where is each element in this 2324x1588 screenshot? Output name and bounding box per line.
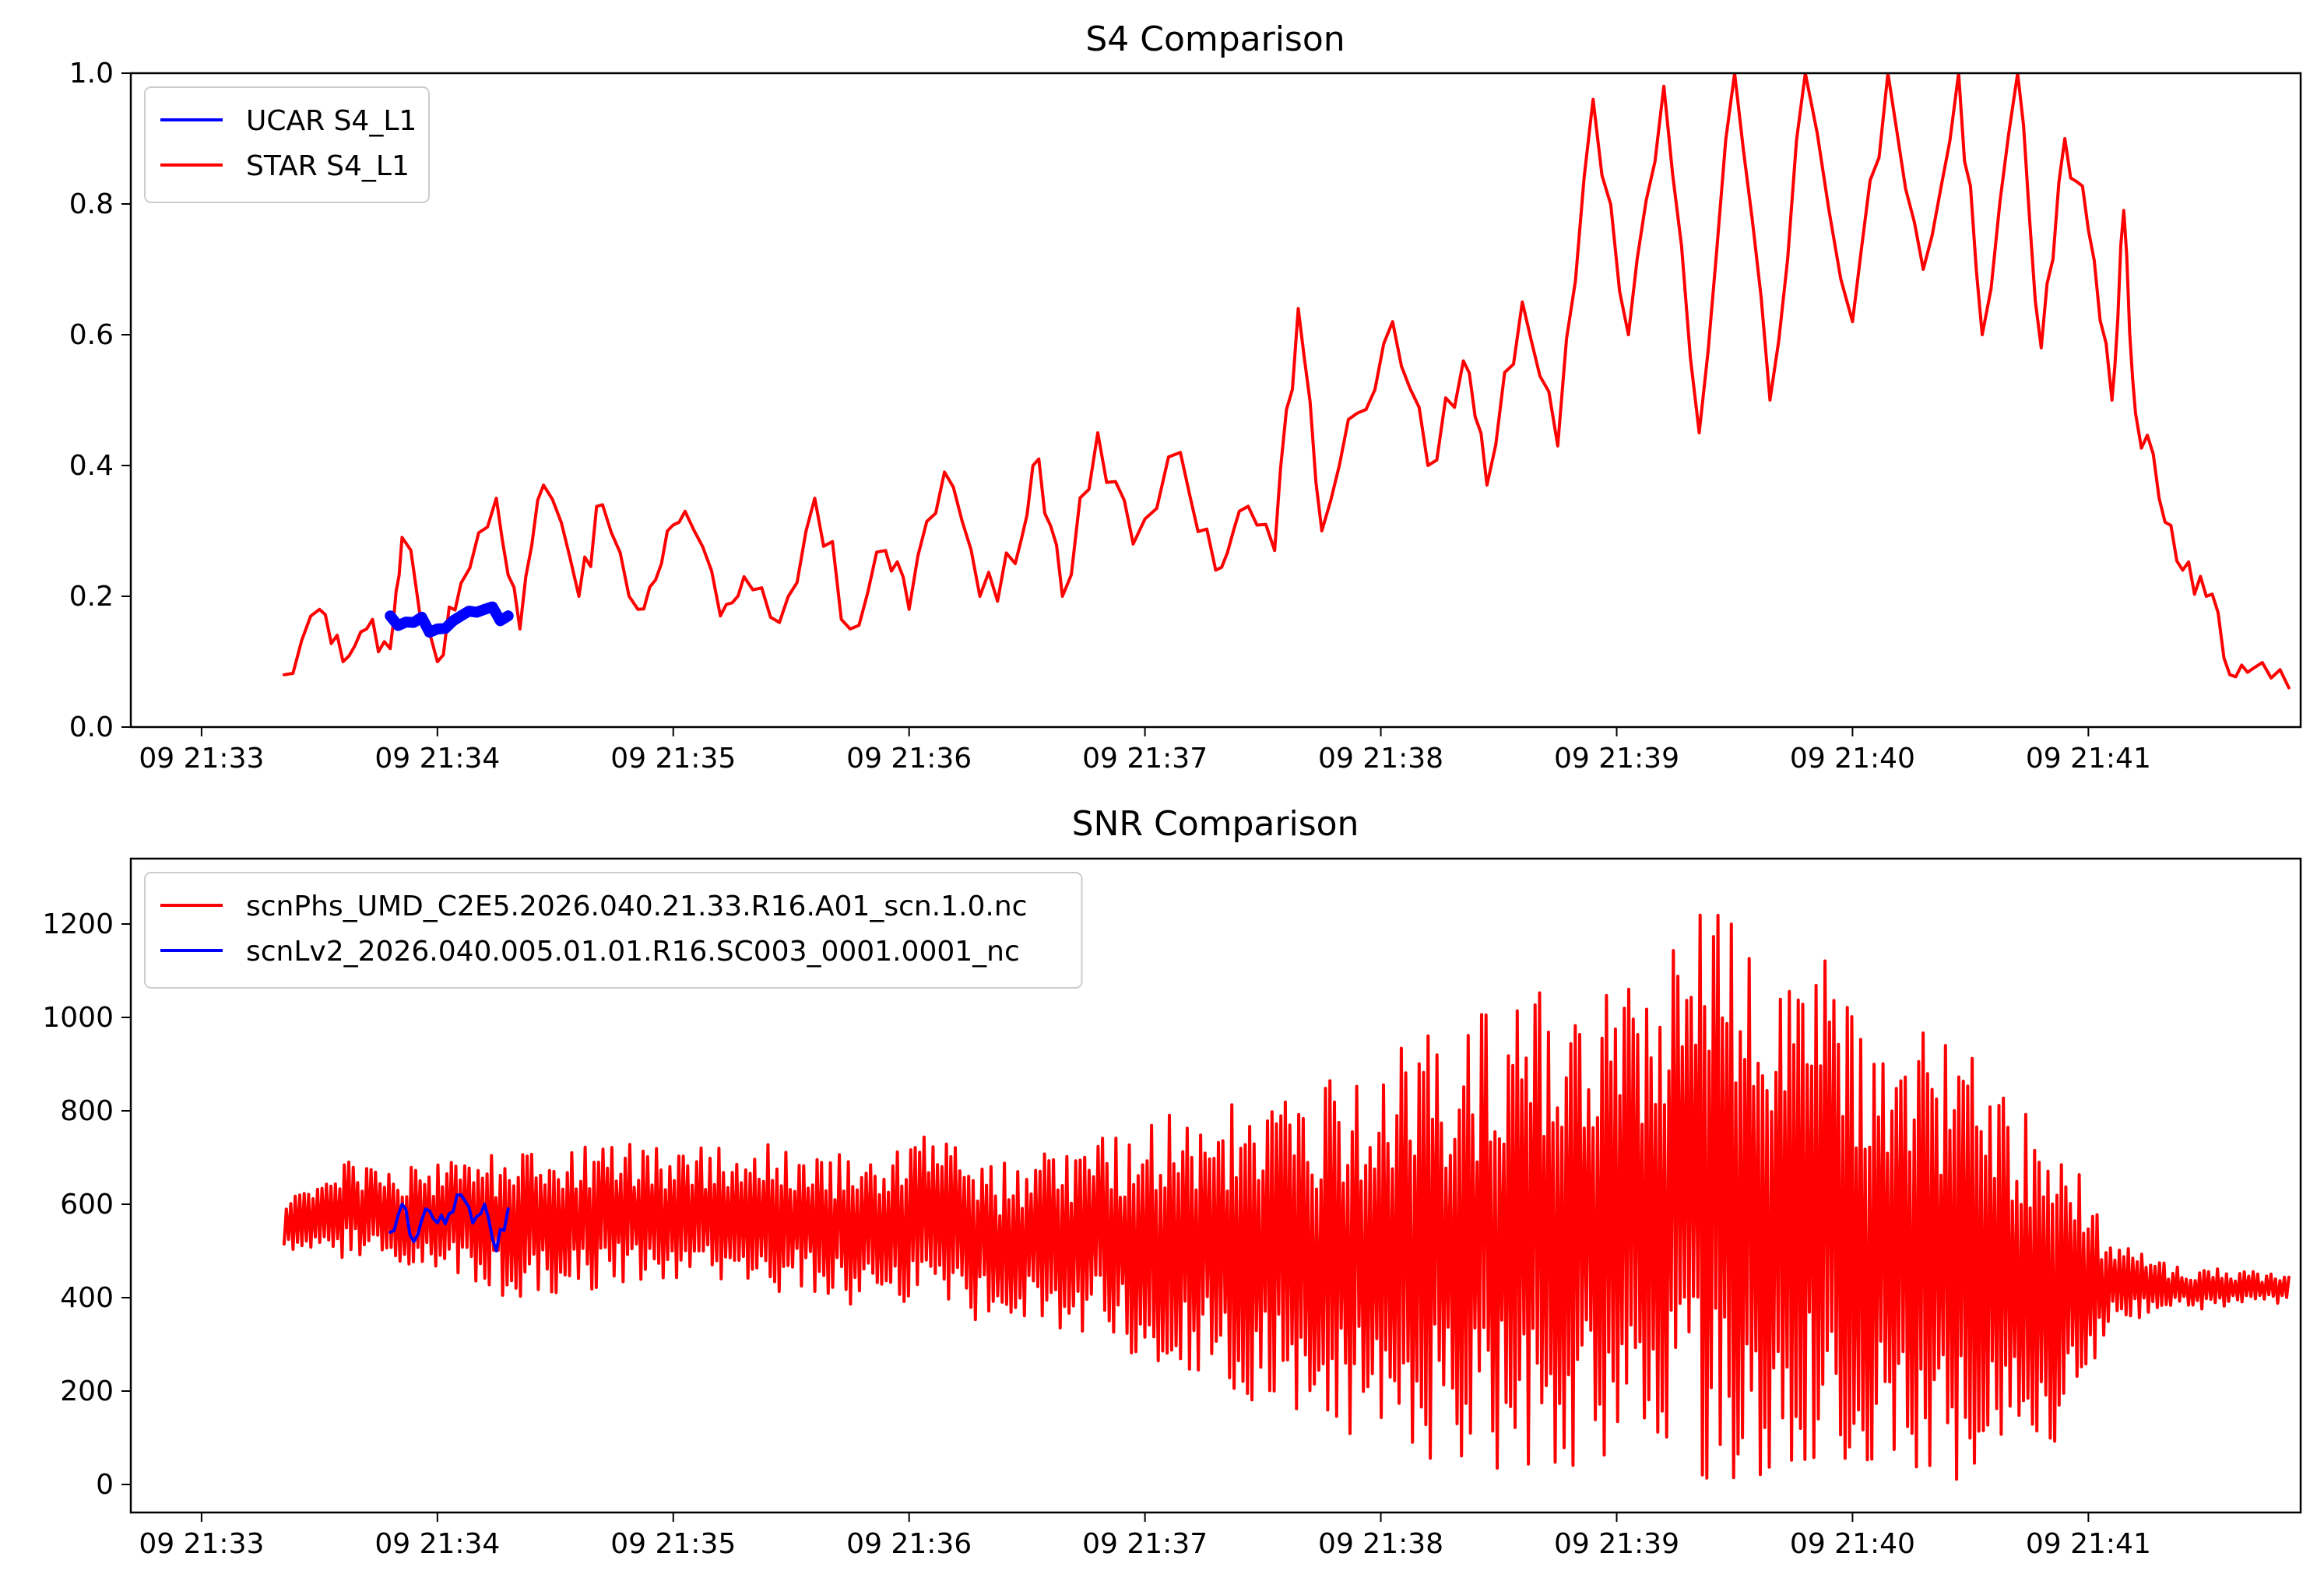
series-line-scnphs-umd-c2e5-2026-040-21-33-r16-a01-scn-1-0-nc bbox=[282, 913, 2291, 1481]
x-tick-label: 09 21:38 bbox=[1318, 743, 1443, 775]
chart-title: SNR Comparison bbox=[1072, 804, 1359, 844]
legend-box bbox=[144, 86, 430, 203]
y-tick-label: 0.4 bbox=[69, 450, 114, 482]
y-tick-label: 1.0 bbox=[69, 58, 114, 90]
s4-comparison-chart: S4 Comparison 09 21:33 09 21:34 09 21:35 09… bbox=[69, 19, 2302, 775]
x-tick-label: 09 21:33 bbox=[139, 743, 264, 775]
x-tick-label: 09 21:34 bbox=[374, 743, 500, 775]
x-tick-label: 09 21:34 bbox=[374, 1528, 500, 1560]
y-tick-label: 200 bbox=[60, 1375, 114, 1407]
y-tick-label: 800 bbox=[60, 1095, 114, 1127]
x-tick-label: 09 21:35 bbox=[610, 743, 736, 775]
x-tick-label: 09 21:39 bbox=[1554, 743, 1679, 775]
x-tick-label: 09 21:40 bbox=[1790, 743, 1915, 775]
plot-frame bbox=[129, 857, 2302, 1514]
x-tick-label: 09 21:37 bbox=[1082, 1528, 1208, 1560]
x-tick-label: 09 21:36 bbox=[846, 1528, 972, 1560]
x-tick-label: 09 21:33 bbox=[139, 1528, 264, 1560]
y-tick-label: 0.2 bbox=[69, 581, 114, 613]
y-tick-label: 400 bbox=[60, 1282, 114, 1314]
x-tick-label: 09 21:37 bbox=[1082, 743, 1208, 775]
series-line-scnlv2-2026-040-005-01-01-r16-sc003-0001-0001-nc bbox=[389, 1193, 510, 1252]
x-tick-label: 09 21:36 bbox=[846, 743, 972, 775]
series-line-ucar-s4-l1 bbox=[385, 601, 514, 638]
legend: UCAR S4_L1 STAR S4_L1 bbox=[144, 86, 430, 203]
legend-label: scnPhs_UMD_C2E5.2026.040.21.33.R16.A01_s… bbox=[246, 891, 1027, 922]
chart-title: S4 Comparison bbox=[1085, 19, 1345, 59]
x-tick-label: 09 21:39 bbox=[1554, 1528, 1679, 1560]
y-tick-label: 0.8 bbox=[69, 188, 114, 220]
y-tick-label: 0.6 bbox=[69, 319, 114, 351]
y-tick-label: 0 bbox=[96, 1469, 114, 1501]
snr-comparison-chart: SNR Comparison 09 21:33 09 21:34 09 21:35 0… bbox=[42, 804, 2302, 1560]
x-tick-label: 09 21:35 bbox=[610, 1528, 736, 1560]
legend-box bbox=[144, 872, 1083, 989]
series-line-star-s4-l1 bbox=[282, 73, 2291, 690]
x-tick-label: 09 21:40 bbox=[1790, 1528, 1915, 1560]
plot-frame bbox=[129, 72, 2302, 729]
y-tick-label: 1200 bbox=[42, 908, 114, 940]
legend-label: UCAR S4_L1 bbox=[246, 105, 417, 137]
x-tick-label: 09 21:41 bbox=[2026, 1528, 2151, 1560]
legend: scnPhs_UMD_C2E5.2026.040.21.33.R16.A01_s… bbox=[144, 872, 1083, 989]
x-tick-label: 09 21:38 bbox=[1318, 1528, 1443, 1560]
y-tick-label: 0.0 bbox=[69, 711, 114, 743]
legend-label: scnLv2_2026.040.005.01.01.R16.SC003_0001… bbox=[246, 936, 1020, 968]
legend-label: STAR S4_L1 bbox=[246, 150, 410, 182]
y-tick-label: 600 bbox=[60, 1189, 114, 1221]
y-tick-label: 1000 bbox=[42, 1002, 114, 1034]
x-tick-label: 09 21:41 bbox=[2026, 743, 2151, 775]
